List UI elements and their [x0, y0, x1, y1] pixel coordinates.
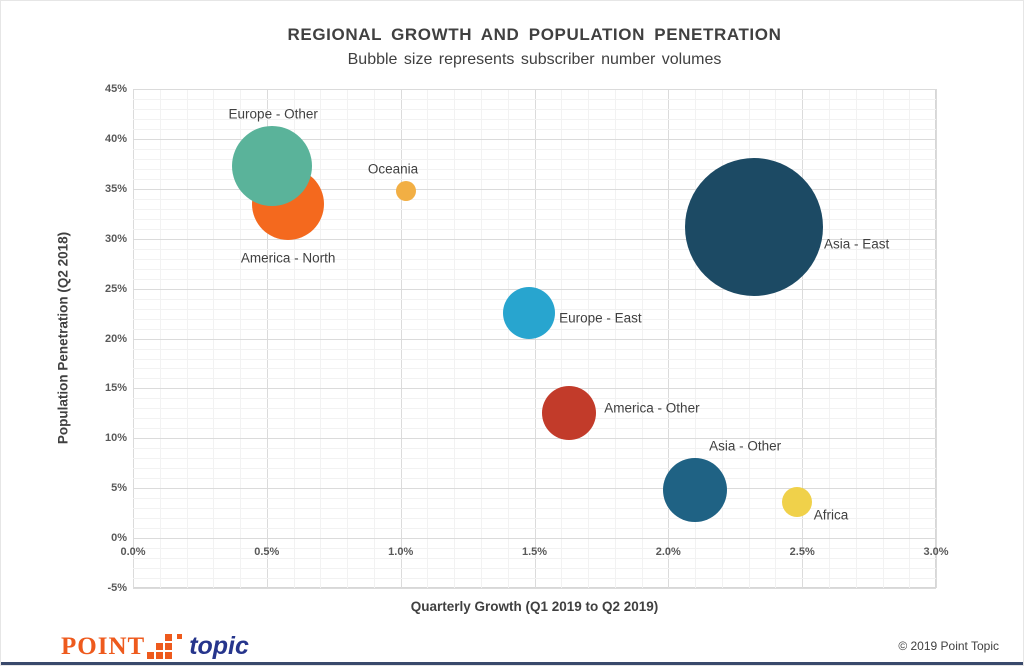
gridline-h-minor [133, 548, 936, 550]
gridline-h-major [133, 588, 936, 589]
gridline-h-minor [133, 378, 936, 380]
gridline-h-minor [133, 458, 936, 460]
gridline-v-major [936, 89, 937, 588]
y-tick-10: 10% [104, 432, 127, 445]
y-tick-40: 40% [104, 132, 127, 145]
gridline-h-minor [133, 158, 936, 160]
y-tick-5: 5% [111, 482, 127, 495]
gridline-h-minor [133, 109, 936, 110]
gridline-h-minor [133, 198, 936, 200]
gridline-h-minor [133, 528, 936, 530]
gridline-h-major [133, 488, 936, 490]
y-tick-20: 20% [104, 332, 127, 345]
x-tick-1.0: 1.0% [388, 546, 414, 558]
gridline-h-minor [133, 408, 936, 410]
gridline-h-minor [133, 428, 936, 430]
y-tick-30: 30% [104, 232, 127, 245]
gridline-h-major [133, 138, 936, 140]
logo-text-point: POINT [61, 632, 146, 660]
gridline-h-minor [133, 398, 936, 400]
bubble-europe-other [232, 125, 313, 206]
gridline-h-major [133, 538, 936, 540]
gridline-h-major [133, 188, 936, 190]
gridline-h-minor [133, 258, 936, 260]
bubble-europe-east [503, 286, 556, 339]
copyright-text: © 2019 Point Topic [898, 639, 999, 653]
gridline-h-minor [133, 218, 936, 220]
y-axis-title: Population Penetration (Q2 2018) [55, 231, 71, 445]
gridline-h-minor [133, 208, 936, 210]
bubble-asia-other [663, 458, 728, 523]
y-tick-15: 15% [104, 382, 127, 395]
gridline-h-minor [133, 518, 936, 520]
gridline-h-minor [133, 468, 936, 470]
logo-text-topic: topic [189, 631, 249, 660]
x-tick-2.5: 2.5% [789, 546, 815, 558]
gridline-h-minor [133, 448, 936, 450]
gridline-h-minor [133, 558, 936, 560]
bubble-label-africa: Africa [813, 507, 849, 523]
gridline-h-minor [133, 128, 936, 130]
x-tick-3.0: 3.0% [923, 546, 949, 558]
bubble-label-europe-east: Europe - East [559, 310, 642, 326]
bubble-label-europe-other: Europe - Other [228, 106, 318, 122]
gridline-h-minor [133, 368, 936, 370]
gridline-h-minor [133, 498, 936, 500]
chart-subtitle: Bubble size represents subscriber number… [347, 51, 722, 68]
gridline-h-minor [133, 178, 936, 180]
x-axis-title: Quarterly Growth (Q1 2019 to Q2 2019) [410, 599, 659, 614]
gridline-h-minor [133, 568, 936, 569]
gridline-h-minor [133, 278, 936, 280]
x-tick-2.0: 2.0% [655, 546, 681, 558]
logo-blocks-icon [147, 633, 185, 659]
chart-title: REGIONAL GROWTH AND POPULATION PENETRATI… [287, 25, 782, 44]
bubble-label-asia-east: Asia - East [824, 236, 890, 252]
gridline-h-minor [133, 148, 936, 150]
gridline-h-minor [133, 418, 936, 420]
bottom-border-bar [1, 662, 1023, 665]
y-tick-25: 25% [104, 282, 127, 295]
bubble-africa [781, 487, 812, 518]
gridline-h-major [133, 238, 936, 240]
gridline-h-major [133, 388, 936, 390]
bubble-asia-east [685, 157, 823, 296]
gridline-h-minor [133, 268, 936, 270]
gridline-h-minor [133, 348, 936, 350]
gridline-h-minor [133, 248, 936, 250]
gridline-h-major [133, 89, 936, 90]
gridline-h-major [133, 438, 936, 440]
x-tick-1.5: 1.5% [521, 546, 548, 558]
gridline-h-minor [133, 168, 936, 170]
gridline-h-minor [133, 118, 936, 120]
gridline-h-minor [133, 478, 936, 480]
gridline-h-minor [133, 358, 936, 360]
bubble-label-america-north: America - North [240, 250, 336, 266]
gridline-h-minor [133, 99, 936, 100]
gridline-h-minor [133, 508, 936, 510]
y-tick-0: 0% [111, 532, 127, 545]
gridline-h-minor [133, 228, 936, 230]
x-tick-0.5: 0.5% [254, 546, 280, 558]
bubble-america-other [542, 386, 597, 441]
y-tick--5: -5% [107, 582, 127, 594]
bubble-label-oceania: Oceania [367, 161, 419, 177]
y-tick-45: 45% [104, 83, 127, 95]
bubble-oceania [396, 180, 416, 201]
x-tick-0.0: 0.0% [120, 546, 146, 558]
gridline-h-minor [133, 578, 936, 579]
gridline-h-major [133, 338, 936, 340]
y-tick-35: 35% [104, 182, 127, 195]
point-topic-logo: POINT topic [61, 631, 249, 661]
bubble-label-america-other: America - Other [604, 400, 700, 416]
bubble-label-asia-other: Asia - Other [709, 438, 782, 454]
